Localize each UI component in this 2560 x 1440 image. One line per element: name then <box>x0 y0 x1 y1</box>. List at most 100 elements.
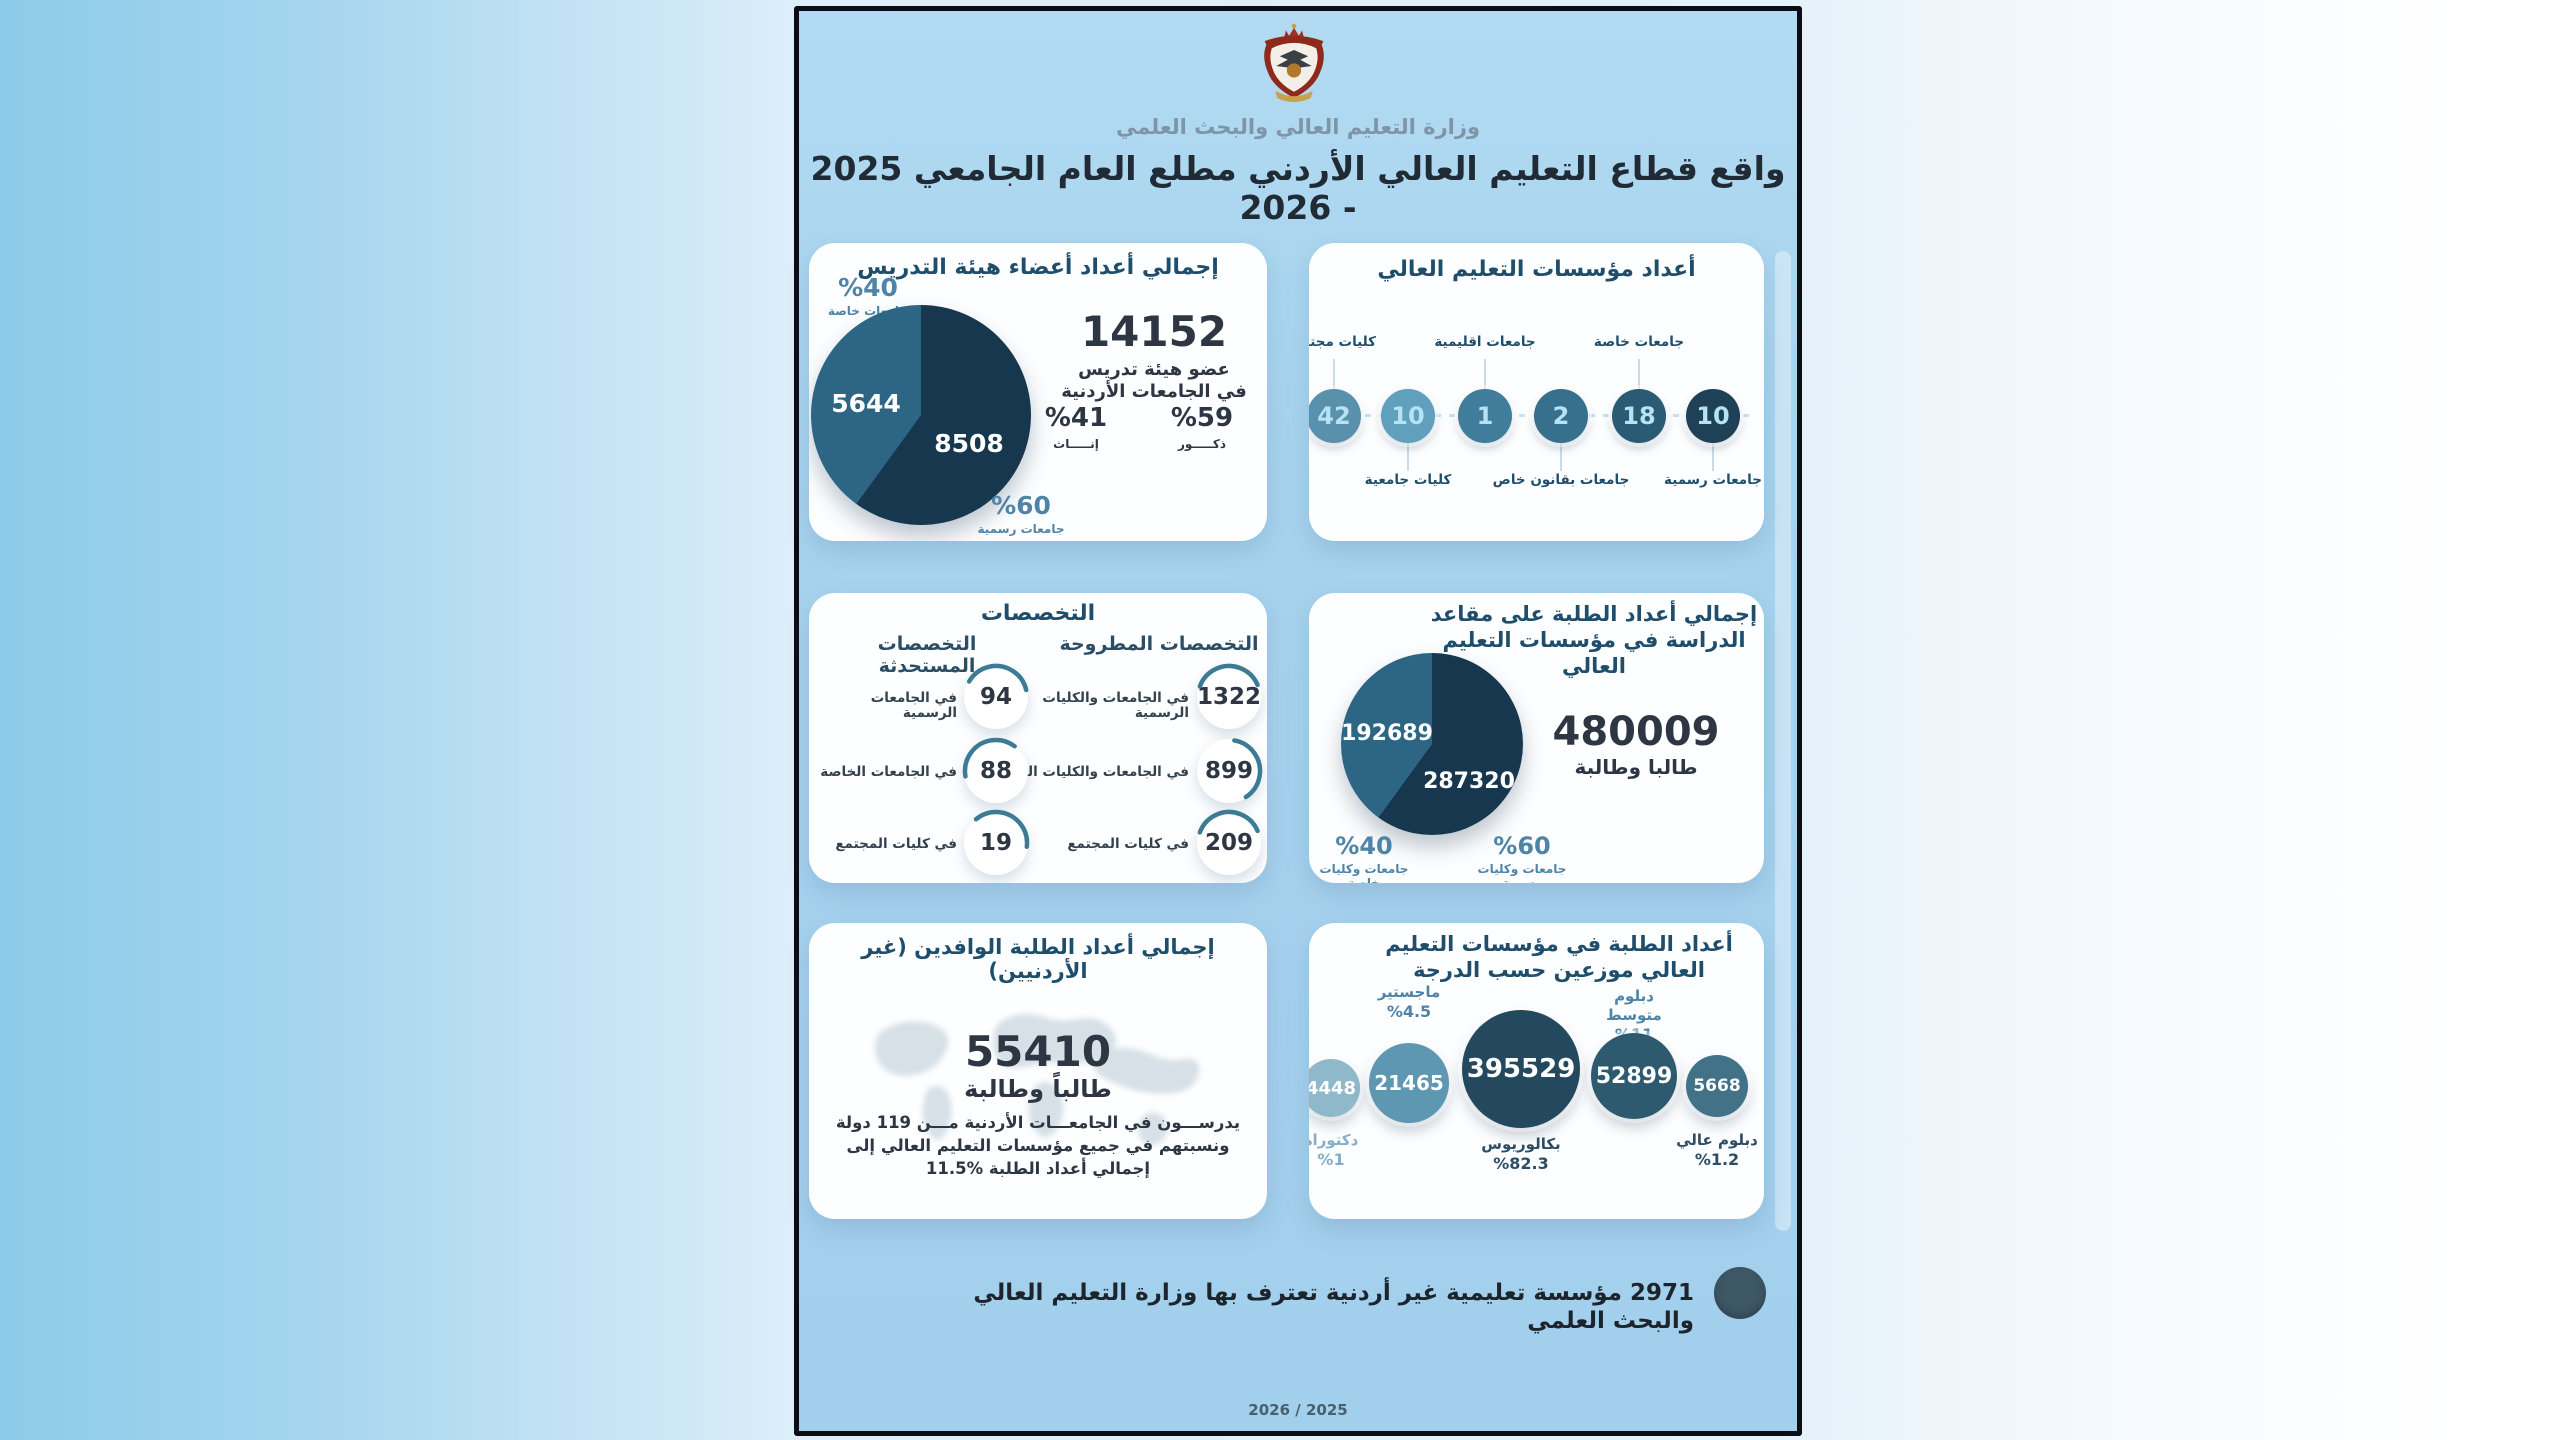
offered-count-circle: 899 <box>1195 737 1263 805</box>
faculty-total-caption-1: عضو هيئة تدريس <box>1078 359 1230 380</box>
introduced-count: 94 <box>980 684 1013 710</box>
offered-specializations-header: التخصصات المطروحة <box>1059 633 1259 655</box>
enrolled-total: 480009 <box>1552 709 1720 755</box>
enrolled-total-caption: طالبا وطالبة <box>1574 755 1698 779</box>
institutions-item-circle: 10 <box>1381 389 1435 443</box>
academic-year: 2025 / 2026 <box>1248 1401 1348 1419</box>
faculty-card-title: إجمالي أعداد أعضاء هيئة التدريس <box>857 255 1219 280</box>
introduced-count: 88 <box>980 758 1013 784</box>
infographic-poster: وزارة التعليم العالي والبحث العلمي واقع … <box>794 6 1802 1436</box>
degree-bubble-bachelor: 395529 <box>1462 1010 1580 1128</box>
introduced-count-circle: 94 <box>962 663 1030 731</box>
institutions-item-circle: 10 <box>1686 389 1740 443</box>
introduced-label: في الجامعات الرسمية <box>870 690 957 721</box>
offered-label: في الجامعات والكليات الخاصة <box>991 764 1189 780</box>
connector-stem <box>1638 359 1640 389</box>
enrolled-pie-private-value: 192689 <box>1341 721 1433 746</box>
degree-bubble-phd: 4448 <box>1309 1059 1360 1117</box>
enrolled-private-percent: %40 جامعات وكليات خاصة <box>1319 832 1409 883</box>
faculty-public-percent: %60 جامعات رسمية <box>977 491 1065 537</box>
institutions-item-label: كليات مجتمع <box>1309 334 1377 350</box>
degree-value: 395529 <box>1466 1054 1576 1084</box>
poster-title: واقع قطاع التعليم العالي الأردني مطلع ال… <box>810 149 1786 227</box>
degree-label-masters: ماجستير %4.5 <box>1377 983 1441 1021</box>
offered-count: 899 <box>1205 758 1254 784</box>
international-students-card: إجمالي أعداد الطلبة الوافدين (غير الأردن… <box>809 923 1267 1219</box>
faculty-male-share: %59 ذكـــــور <box>1170 403 1234 451</box>
institutions-item-label: جامعات بقانون خاص <box>1492 472 1630 488</box>
international-total: 55410 <box>964 1027 1112 1076</box>
institutions-item-value: 18 <box>1622 402 1656 430</box>
connector-stem <box>1560 443 1562 471</box>
introduced-count-circle: 19 <box>962 809 1030 877</box>
institutions-item-label: جامعات خاصة <box>1593 334 1685 350</box>
degree-bubble-intermediate-diploma: 52899 <box>1591 1033 1677 1119</box>
offered-count-circle: 209 <box>1195 809 1263 877</box>
institutions-item-value: 1 <box>1476 402 1494 430</box>
offered-label: في الجامعات والكليات الرسمية <box>1042 690 1189 721</box>
poster-edge-highlight <box>1775 251 1791 1231</box>
enrolled-card-title: إجمالي أعداد الطلبة على مقاعد الدراسة في… <box>1430 602 1758 678</box>
offered-count-circle: 1322 <box>1195 663 1263 731</box>
institutions-item-circle: 2 <box>1534 389 1588 443</box>
degree-label-higher-diploma: دبلوم عالي %1.2 <box>1676 1131 1758 1169</box>
institutions-item-label: كليات جامعية <box>1364 472 1452 488</box>
world-map-icon <box>849 993 1229 1187</box>
international-caption: طالباً وطالبة <box>964 1075 1112 1103</box>
faculty-private-percent: %40 جامعات خاصة <box>827 273 909 319</box>
institutions-item-circle: 42 <box>1309 389 1361 443</box>
degree-bubble-masters: 21465 <box>1369 1043 1449 1123</box>
degrees-card-title: أعداد الطلبة في مؤسسات التعليم العالي مو… <box>1385 932 1733 982</box>
institutions-item-label: جامعات رسمية <box>1664 472 1762 488</box>
degree-value: 4448 <box>1309 1077 1357 1099</box>
institutions-item-circle: 18 <box>1612 389 1666 443</box>
recognized-institutions-note: 2971 مؤسسة تعليمية غير أردنية تعترف بها … <box>973 1280 1694 1334</box>
offered-count: 1322 <box>1196 684 1261 710</box>
jordan-coat-of-arms-icon <box>1254 19 1334 113</box>
degree-label-phd: دكتوراة %1 <box>1309 1131 1359 1169</box>
institutions-item-value: 10 <box>1391 402 1425 430</box>
degree-label-bachelor: بكالوريوس %82.3 <box>1481 1135 1561 1173</box>
faculty-pie-chart <box>811 305 1031 525</box>
institutions-card-title: أعداد مؤسسات التعليم العالي <box>1377 257 1696 282</box>
connector-stem <box>1333 359 1335 389</box>
institutions-item-value: 42 <box>1317 402 1351 430</box>
faculty-total: 14152 <box>1080 307 1228 356</box>
introduced-label: في الجامعات الخاصة <box>820 764 957 780</box>
enrolled-pie-public-value: 287320 <box>1423 769 1515 794</box>
faculty-female-share: %41 إنـــــاث <box>1044 403 1108 451</box>
institutions-item-circle: 1 <box>1458 389 1512 443</box>
international-card-title: إجمالي أعداد الطلبة الوافدين (غير الأردن… <box>861 935 1215 983</box>
introduced-count-circle: 88 <box>962 737 1030 805</box>
connector-stem <box>1484 359 1486 389</box>
offered-label: في كليات المجتمع <box>1067 836 1189 852</box>
enrolled-students-card: إجمالي أعداد الطلبة على مقاعد الدراسة في… <box>1309 593 1764 883</box>
institutions-item-label: جامعات اقليمية <box>1434 334 1536 350</box>
institutions-item-value: 2 <box>1552 402 1570 430</box>
enrolled-pie-chart <box>1341 653 1523 835</box>
globe-icon <box>1714 1267 1766 1319</box>
international-description: يدرســـون في الجامعـــات الأردنية مـــن … <box>835 1113 1241 1178</box>
specializations-card: التخصصات التخصصات المطروحة التخصصات المس… <box>809 593 1267 883</box>
degree-value: 5668 <box>1693 1076 1741 1096</box>
connector-stem <box>1712 443 1714 471</box>
faculty-total-caption-2: في الجامعات الأردنية <box>1061 381 1247 402</box>
faculty-card: إجمالي أعداد أعضاء هيئة التدريس %40 جامع… <box>809 243 1267 541</box>
institutions-card: أعداد مؤسسات التعليم العالي كليات مجتمع … <box>1309 243 1764 541</box>
connector-stem <box>1407 443 1409 471</box>
institutions-item-value: 10 <box>1696 402 1730 430</box>
introduced-count: 19 <box>980 830 1013 856</box>
specializations-card-title: التخصصات <box>980 601 1096 626</box>
enrolled-public-percent: %60 جامعات وكليات رسمية <box>1477 832 1567 883</box>
faculty-pie-private-value: 5644 <box>831 389 901 418</box>
faculty-pie-public-value: 8508 <box>934 429 1004 458</box>
degree-value: 52899 <box>1595 1063 1673 1089</box>
new-specializations-header: التخصصات المستحدثة <box>877 633 977 677</box>
introduced-label: في كليات المجتمع <box>835 836 957 852</box>
students-by-degree-card: أعداد الطلبة في مؤسسات التعليم العالي مو… <box>1309 923 1764 1219</box>
offered-count: 209 <box>1205 830 1254 856</box>
ministry-name: وزارة التعليم العالي والبحث العلمي <box>1115 115 1481 139</box>
degree-value: 21465 <box>1374 1071 1444 1095</box>
degree-bubble-higher-diploma: 5668 <box>1686 1055 1748 1117</box>
